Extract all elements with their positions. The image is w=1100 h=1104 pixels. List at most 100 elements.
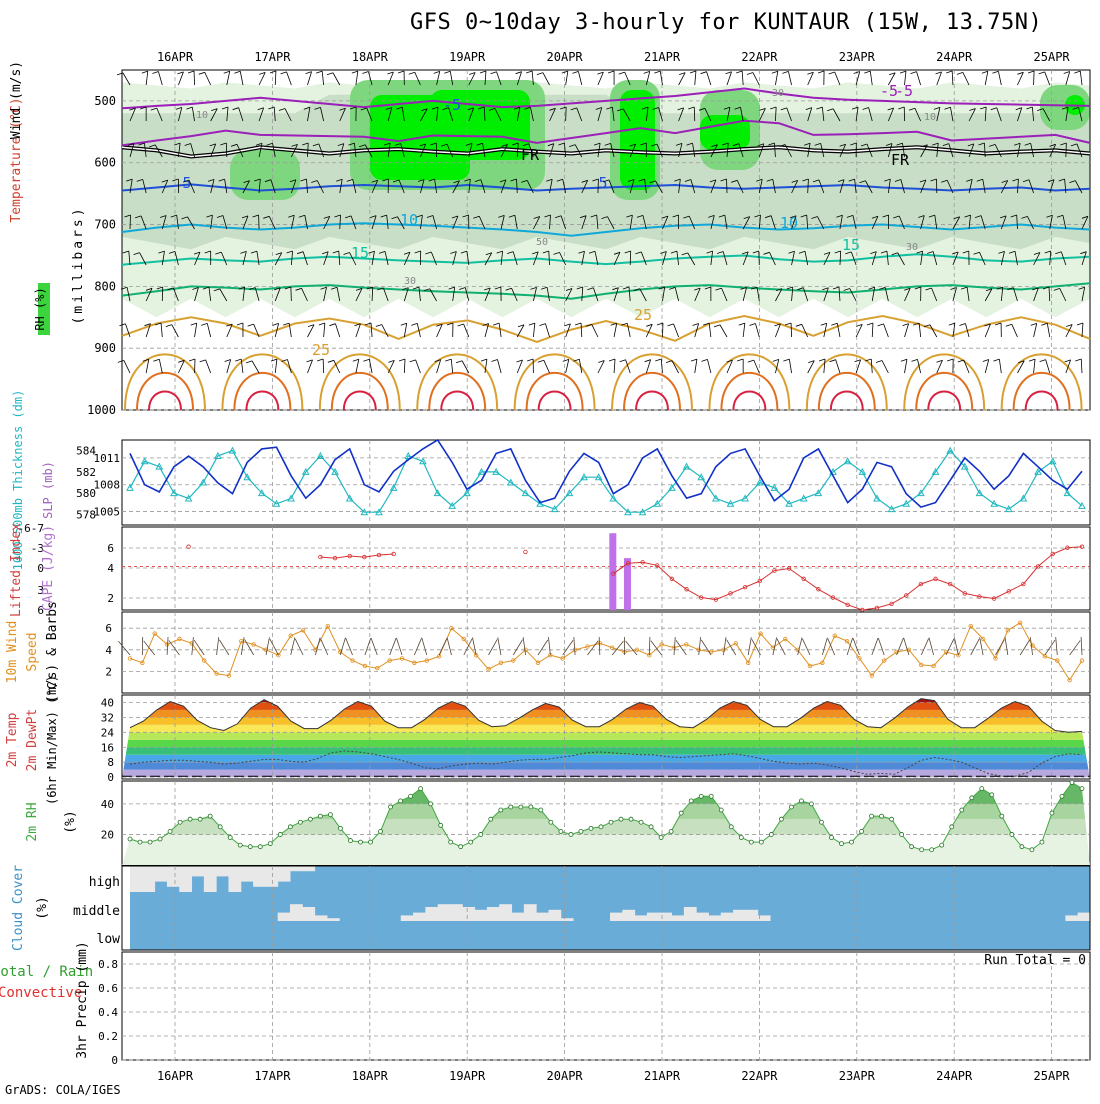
- rh2m-marker: [829, 836, 833, 840]
- temp2m-ytick: 0: [107, 771, 114, 784]
- wind10-barb: [320, 639, 327, 655]
- wind10-barb: [270, 639, 278, 655]
- cross-section-ylabel-mb: (millibars): [71, 205, 86, 324]
- wind10-barb: [904, 638, 909, 655]
- rh-bands: [122, 773, 1090, 865]
- x-tick-label-bottom: 18APR: [352, 1069, 389, 1083]
- rh2m-marker: [1030, 848, 1034, 852]
- rh2m-marker: [729, 825, 733, 829]
- wind10-ylabel-1: 10m Wind: [5, 621, 20, 684]
- rh2m-marker: [980, 787, 984, 791]
- x-tick-label-bottom: 24APR: [936, 1069, 973, 1083]
- rh2m-marker: [880, 814, 884, 818]
- wind10-barb: [1070, 640, 1081, 655]
- cloud-middle-clear: [278, 913, 291, 921]
- precip-ytick: 0.2: [98, 1030, 118, 1043]
- wind10-barb: [489, 639, 498, 655]
- wind10-barb: [167, 637, 168, 655]
- rh2m-marker: [809, 802, 813, 806]
- rh2m-marker: [850, 840, 854, 844]
- thickness-panel: [122, 440, 1090, 525]
- cloud-middle-clear: [721, 913, 734, 921]
- precip-ylabel-convective: Convective: [0, 985, 82, 1001]
- rh2m-marker: [1060, 794, 1064, 798]
- rh2m-marker: [860, 829, 864, 833]
- wind10-barb: [144, 641, 155, 655]
- rh2m-marker: [248, 845, 252, 849]
- x-tick-label-top: 25APR: [1034, 50, 1071, 64]
- rh2m-marker: [268, 842, 272, 846]
- cloud-middle-clear: [413, 913, 426, 921]
- rh2m-marker: [318, 814, 322, 818]
- wind10-barb: [971, 639, 979, 655]
- cloud-middle-clear: [512, 913, 525, 921]
- cross-section-ylabel-wind: Wind (m/s): [9, 61, 24, 139]
- cloud-middle-clear: [536, 913, 549, 921]
- contour-label: 10: [924, 112, 936, 123]
- contour-label: 10: [780, 214, 798, 232]
- cloud-middle-clear: [684, 907, 697, 921]
- cloud-middle-clear: [610, 913, 623, 921]
- rh2m-marker: [389, 805, 393, 809]
- cloud-high-clear: [265, 866, 278, 887]
- temp-band: [122, 740, 1090, 747]
- temp-band: [122, 702, 1090, 709]
- cloud-row-label: low: [97, 932, 121, 947]
- wind10-barb: [118, 641, 130, 655]
- contour-label: 15: [842, 236, 860, 254]
- cloud-high-clear: [290, 866, 303, 871]
- wind10-barb: [513, 640, 522, 655]
- rh2m-marker: [759, 840, 763, 844]
- wind10-barb: [1081, 637, 1082, 655]
- wind10-barb: [523, 637, 526, 655]
- wind10-barb: [723, 637, 726, 655]
- cloud-high-clear: [228, 866, 241, 892]
- wind10-ylabel-2: Speed: [25, 632, 40, 671]
- cloud-middle-clear: [1078, 913, 1091, 921]
- rh2m-marker: [138, 840, 142, 844]
- page-title: GFS 0~10day 3-hourly for KUNTAUR (15W, 1…: [410, 10, 1042, 35]
- cloud-middle-clear: [499, 904, 512, 921]
- wind10-barb: [676, 640, 686, 655]
- wind10-barb: [219, 640, 229, 655]
- precip-ylabel: 3hr Precip (mm): [75, 941, 90, 1058]
- rh-shade-bright: [620, 90, 655, 190]
- rh2m-marker: [779, 817, 783, 821]
- x-tick-label-top: 20APR: [547, 50, 584, 64]
- temp2m-ylabel-3: (6hr Min/Max) (°C): [45, 675, 59, 805]
- rh2m-marker: [669, 829, 673, 833]
- rh2m-marker: [1020, 845, 1024, 849]
- cloud-high-clear: [278, 866, 291, 882]
- cross-section-ytick: 800: [94, 279, 116, 293]
- wind10-barb: [340, 638, 345, 655]
- rh2m-marker: [228, 836, 232, 840]
- rh2m-marker: [739, 836, 743, 840]
- wind10-barb: [995, 639, 1004, 655]
- wind10-barb: [498, 637, 501, 655]
- temp2m-ytick: 32: [101, 711, 114, 724]
- cloud-high-clear: [241, 866, 254, 882]
- rh2m-marker: [639, 820, 643, 824]
- cloud-high-clear: [253, 866, 266, 887]
- wind10-ytick: 4: [105, 644, 112, 657]
- rh2m-marker: [469, 840, 473, 844]
- wind10-barb: [365, 638, 371, 655]
- cloud-high-clear: [204, 866, 217, 892]
- rh2m-ylabel-1: 2m RH: [25, 802, 40, 841]
- rh2m-marker: [1080, 787, 1084, 791]
- contour-label: 30: [404, 276, 416, 287]
- rh2m-marker: [128, 837, 132, 841]
- cloud-middle-clear: [462, 907, 475, 921]
- rh2m-marker: [439, 823, 443, 827]
- temp-band: [122, 747, 1090, 754]
- cloud-middle-clear: [659, 913, 672, 921]
- cloud-middle-clear: [696, 913, 709, 921]
- rh2m-marker: [509, 805, 513, 809]
- cloud-ylabel-2: (%): [35, 896, 50, 919]
- precip-ytick: 0.6: [98, 982, 118, 995]
- rh2m-marker: [649, 825, 653, 829]
- rh2m-marker: [148, 840, 152, 844]
- wind10-barb: [699, 637, 701, 655]
- temp2m-ytick: 40: [101, 696, 114, 709]
- wind10-barb: [538, 640, 548, 655]
